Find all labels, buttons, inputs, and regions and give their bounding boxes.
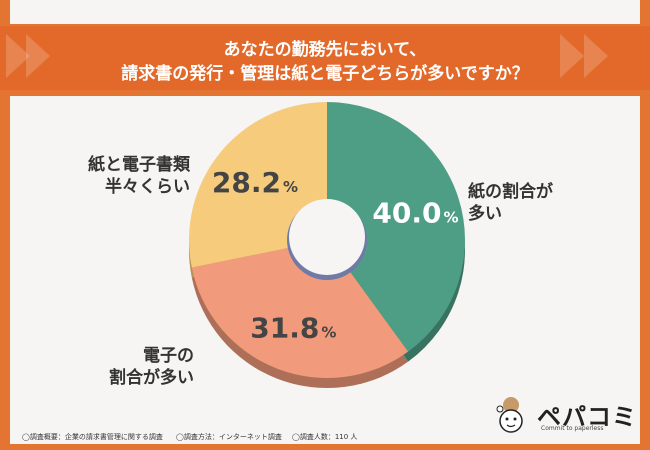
- top-strip: [10, 0, 640, 24]
- brand-logo: ペパコミ: [537, 403, 637, 431]
- label-digital-line2: 割合が多い: [109, 368, 194, 388]
- label-half-line1: 紙と電子書類: [88, 155, 190, 175]
- donut-center-face: [289, 199, 365, 275]
- footnote-overview: ◯調査概要：企業の請求書管理に関する調査: [22, 433, 163, 441]
- slice-paper: [327, 102, 465, 352]
- label-paper-line2: 多い: [468, 204, 502, 224]
- label-digital-line1: 電子の: [143, 346, 194, 366]
- footnote-method: ◯調査方法：インターネット調査: [176, 433, 282, 441]
- footnote-count: ◯調査人数：110 人: [292, 433, 358, 441]
- label-paper: 紙の割合が 多い: [468, 181, 553, 225]
- label-half: 紙と電子書類 半々くらい: [60, 154, 190, 198]
- chevron-deco-icon: [584, 34, 608, 78]
- brand-tagline: Commit to paperless: [541, 425, 604, 432]
- slice-digital: [191, 240, 409, 378]
- title-line-2: 請求書の発行・管理は紙と電子どちらが多いですか？: [121, 64, 529, 84]
- title-line-1: あなたの勤務先において、: [223, 40, 427, 60]
- label-paper-line1: 紙の割合が: [468, 182, 553, 202]
- mascot-icon: [496, 397, 523, 433]
- label-digital: 電子の 割合が多い: [94, 345, 194, 389]
- label-half-line2: 半々くらい: [105, 177, 190, 197]
- slice-paper-value: 40.0%: [372, 196, 458, 229]
- slice-digital-value: 31.8%: [250, 312, 336, 345]
- slice-half-value: 28.2%: [212, 166, 298, 199]
- chevron-deco-icon: [560, 34, 584, 78]
- header-banner: [0, 26, 650, 90]
- chevron-deco-icon: [26, 34, 50, 78]
- chevron-deco-icon: [6, 34, 30, 78]
